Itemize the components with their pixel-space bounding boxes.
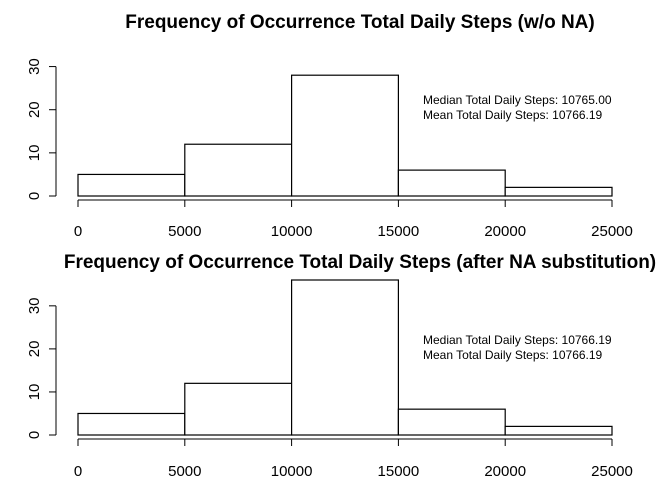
x-tick-label: 20000 [484,463,526,480]
x-tick-label: 0 [74,223,82,240]
statistic-annotation: Median Total Daily Steps: 10765.00 [423,93,612,107]
histogram-bar [184,382,293,436]
histogram-bar [184,143,293,197]
chart-title: Frequency of Occurrence Total Daily Step… [125,12,594,33]
histogram-bar [504,425,613,436]
y-tick-label: 20 [26,101,43,118]
x-tick-label: 0 [74,463,82,480]
x-tick-label: 15000 [378,463,420,480]
statistic-annotation: Mean Total Daily Steps: 10766.19 [423,108,603,122]
x-tick-label: 20000 [484,223,526,240]
y-tick-label: 20 [26,341,43,358]
y-tick-label: 0 [26,431,43,439]
histogram-bar [397,408,506,436]
statistic-annotation: Median Total Daily Steps: 10766.19 [423,333,612,347]
statistic-annotation: Mean Total Daily Steps: 10766.19 [423,348,603,362]
y-tick-label: 30 [26,58,43,75]
histogram-bar [77,173,186,197]
x-tick-label: 25000 [591,223,633,240]
histogram-without-na: Frequency of Occurrence Total Daily Step… [26,12,633,240]
histogram-bar [504,186,613,197]
histogram-bar [291,279,400,436]
x-tick-label: 5000 [168,463,201,480]
x-tick-label: 10000 [271,463,313,480]
y-tick-label: 10 [26,384,43,401]
x-tick-label: 10000 [271,223,313,240]
histogram-bar [291,74,400,197]
y-tick-label: 30 [26,297,43,314]
histogram-bar [397,169,506,197]
y-tick-label: 0 [26,192,43,200]
histogram-bar [77,412,186,436]
histogram-after-na-substitution: Frequency of Occurrence Total Daily Step… [26,252,656,480]
x-tick-label: 15000 [378,223,420,240]
chart-title: Frequency of Occurrence Total Daily Step… [64,252,656,273]
x-tick-label: 5000 [168,223,201,240]
y-tick-label: 10 [26,145,43,162]
x-tick-label: 25000 [591,463,633,480]
